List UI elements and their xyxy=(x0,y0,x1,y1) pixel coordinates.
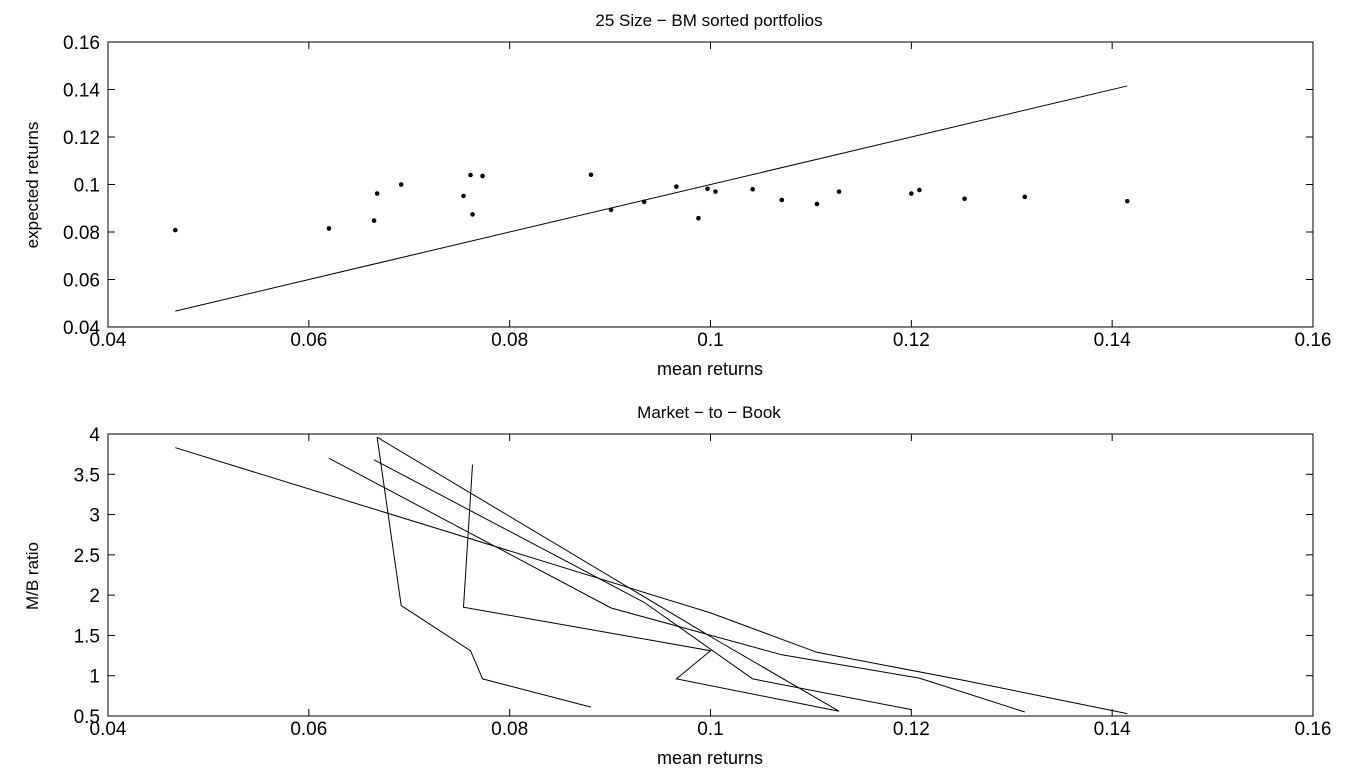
x-tick-label: 0.14 xyxy=(1094,719,1131,740)
x-tick-label: 0.12 xyxy=(893,719,930,740)
reference-line xyxy=(175,85,1128,312)
y-tick-label: 0.12 xyxy=(63,128,100,149)
x-tick-label: 0.16 xyxy=(1295,719,1332,740)
scatter-point xyxy=(641,199,647,205)
series-line-4 xyxy=(376,436,840,712)
y-tick-label: 0.14 xyxy=(63,81,100,102)
x-tick-label: 0.06 xyxy=(290,330,327,351)
y-tick-label: 0.1 xyxy=(74,176,100,197)
ticks-group: 0.04 0.06 0.08 0.1 0.12 0.14 0.16 0.5 1 1.5 2 2.5 3 3… xyxy=(74,425,1332,740)
scatter-point xyxy=(172,227,178,233)
x-axis-label: mean returns xyxy=(657,359,763,379)
y-tick-label: 1 xyxy=(89,667,100,688)
chart-title: 25 Size − BM sorted portfolios xyxy=(595,11,822,30)
scatter-point xyxy=(608,207,614,213)
scatter-point xyxy=(696,215,701,221)
scatter-panel: 25 Size − BM sorted portfolios 0.04 0.06 0… xyxy=(23,11,1331,379)
marks-group xyxy=(175,436,1128,715)
y-tick-label: 3 xyxy=(89,506,100,527)
x-tick-label: 0.06 xyxy=(290,719,327,740)
scatter-point xyxy=(1124,198,1130,204)
scatter-point xyxy=(371,218,377,223)
scatter-point xyxy=(917,187,922,193)
x-tick-label: 0.14 xyxy=(1094,330,1131,351)
scatter-point xyxy=(674,184,679,189)
x-tick-label: 0.04 xyxy=(90,719,127,740)
ticks-group: 0.04 0.06 0.08 0.1 0.12 0.14 0.16 0.04 0.06 0.08 0… xyxy=(63,33,1331,351)
x-tick-label: 0.12 xyxy=(893,330,930,351)
y-axis-label: expected returns xyxy=(23,122,42,249)
scatter-point xyxy=(1022,194,1028,200)
scatter-point xyxy=(468,172,473,178)
scatter-point xyxy=(480,173,485,179)
scatter-point xyxy=(962,196,967,202)
scatter-point xyxy=(461,193,466,199)
y-axis-label: M/B ratio xyxy=(23,542,42,610)
scatter-point xyxy=(836,189,842,194)
y-tick-label: 0.08 xyxy=(63,223,100,244)
series-line-1 xyxy=(175,447,1128,715)
x-tick-label: 0.1 xyxy=(697,330,723,351)
y-tick-label: 0.04 xyxy=(63,318,100,339)
chart-title: Market − to − Book xyxy=(637,403,781,422)
scatter-point xyxy=(588,172,594,178)
x-tick-label: 0.04 xyxy=(90,330,127,351)
scatter-point xyxy=(326,226,332,231)
y-tick-label: 3.5 xyxy=(74,465,100,486)
y-tick-label: 2.5 xyxy=(74,546,100,567)
scatter-point xyxy=(814,201,820,207)
scatter-point xyxy=(705,186,710,192)
y-tick-label: 0.06 xyxy=(63,271,100,292)
scatter-point xyxy=(909,191,914,196)
series-line-3 xyxy=(373,459,912,711)
y-tick-label: 4 xyxy=(89,425,100,446)
y-tick-label: 0.16 xyxy=(63,33,100,54)
scatter-point xyxy=(750,186,755,192)
scatter-point xyxy=(779,197,785,203)
scatter-point xyxy=(713,189,718,194)
marks-group xyxy=(172,85,1130,312)
x-tick-label: 0.08 xyxy=(491,330,528,351)
x-tick-label: 0.1 xyxy=(697,719,723,740)
x-axis-label: mean returns xyxy=(657,748,763,768)
series-line-5 xyxy=(376,437,592,708)
axes-box xyxy=(107,433,1314,717)
x-tick-label: 0.16 xyxy=(1295,330,1332,351)
series-line-2 xyxy=(328,457,1025,713)
scatter-point xyxy=(470,212,475,217)
y-tick-label: 0.5 xyxy=(74,707,100,728)
y-tick-label: 2 xyxy=(89,586,100,607)
x-tick-label: 0.08 xyxy=(491,719,528,740)
line-panel: Market − to − Book 0.04 0.06 0.08 0.1 0.12 0.… xyxy=(23,403,1331,768)
scatter-point xyxy=(374,191,380,196)
y-tick-label: 1.5 xyxy=(74,626,100,647)
scatter-point xyxy=(398,182,404,187)
